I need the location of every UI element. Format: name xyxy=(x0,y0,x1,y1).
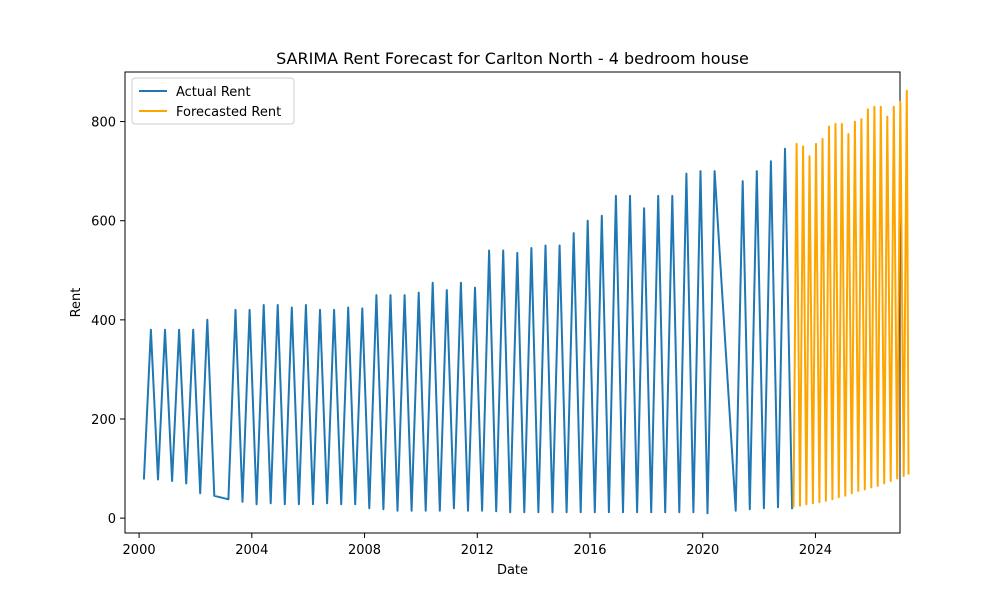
series-line-actual-rent xyxy=(142,147,794,515)
plot-area xyxy=(124,71,901,534)
x-tick-label: 2012 xyxy=(461,543,494,558)
y-tick-label: 600 xyxy=(91,215,116,230)
y-tick-label: 0 xyxy=(108,512,116,527)
x-tick-label: 2008 xyxy=(348,543,381,558)
y-tick-label: 800 xyxy=(91,116,116,131)
legend-entry: Actual Rent xyxy=(176,85,251,100)
x-tick-label: 2016 xyxy=(573,543,606,558)
legend: Actual Rent Forecasted Rent xyxy=(131,77,295,125)
chart-title: SARIMA Rent Forecast for Carlton North -… xyxy=(276,49,749,68)
x-axis-label: Date xyxy=(497,563,528,578)
x-tick-label: 2000 xyxy=(123,543,156,558)
x-tick-label: 2020 xyxy=(686,543,719,558)
y-axis-ticks: 0 200 400 600 800 xyxy=(91,116,125,527)
y-tick-label: 200 xyxy=(91,413,116,428)
series-line-forecasted-rent xyxy=(792,89,910,508)
x-tick-label: 2004 xyxy=(235,543,268,558)
series-layer xyxy=(142,89,910,515)
y-tick-label: 400 xyxy=(91,314,116,329)
legend-box xyxy=(131,77,295,125)
x-tick-label: 2024 xyxy=(799,543,832,558)
x-axis-ticks: 2000 2004 2008 2012 2016 2020 2024 xyxy=(123,533,832,558)
y-axis-label: Rent xyxy=(69,288,84,318)
legend-entry: Forecasted Rent xyxy=(176,105,281,120)
